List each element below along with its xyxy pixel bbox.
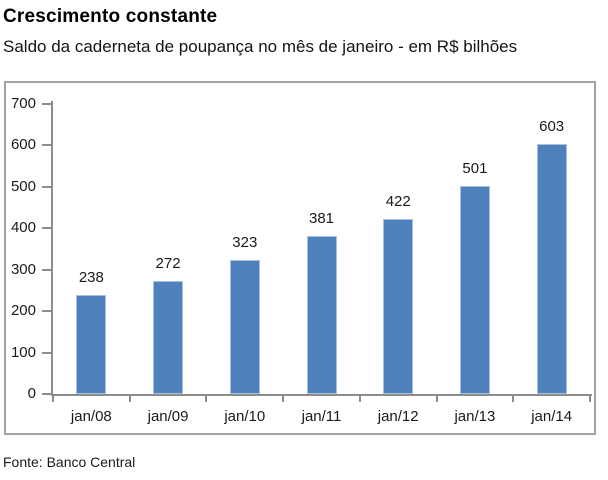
x-category-label: jan/09 xyxy=(147,408,189,425)
bar xyxy=(536,144,567,394)
bar xyxy=(383,219,414,394)
x-category-label: jan/11 xyxy=(301,408,342,425)
bar-value-label: 422 xyxy=(385,193,411,211)
y-tick-mark xyxy=(42,351,51,354)
bar xyxy=(76,295,107,394)
y-tick-mark xyxy=(42,185,51,188)
y-axis-line xyxy=(51,101,53,396)
chart-frame: 0 100 200 300 400 500 600 700 238 272 323 381 422 50… xyxy=(4,81,596,435)
y-tick-mark xyxy=(42,103,51,105)
x-tick-mark xyxy=(52,396,54,402)
x-tick-mark xyxy=(512,396,515,402)
x-category-label: jan/12 xyxy=(377,408,419,425)
bar xyxy=(229,260,260,394)
x-tick-mark xyxy=(282,396,285,402)
x-category-label: jan/08 xyxy=(70,408,112,425)
y-tick-mark xyxy=(42,227,51,230)
x-axis-line xyxy=(51,394,592,396)
x-tick-mark xyxy=(589,396,591,402)
bar xyxy=(153,281,184,394)
y-tick-label: 400 xyxy=(10,219,36,237)
y-tick-label: 200 xyxy=(10,302,36,320)
y-tick-mark xyxy=(42,393,51,395)
y-tick-label: 700 xyxy=(10,95,36,112)
bar xyxy=(306,236,337,394)
bar-value-label: 381 xyxy=(308,210,335,228)
x-tick-mark xyxy=(205,396,208,402)
page-title: Crescimento constante xyxy=(3,6,218,27)
y-tick-label: 100 xyxy=(10,343,36,361)
x-tick-mark xyxy=(128,396,131,402)
x-tick-mark xyxy=(435,396,438,402)
bar-value-label: 501 xyxy=(462,160,488,178)
y-tick-mark xyxy=(42,268,51,271)
page-subtitle: Saldo da caderneta de poupança no mês de… xyxy=(3,37,518,56)
x-category-label: jan/13 xyxy=(454,408,496,425)
x-tick-mark xyxy=(358,396,361,402)
y-tick-mark xyxy=(42,144,51,147)
bar-value-label: 272 xyxy=(155,255,181,273)
y-tick-label: 0 xyxy=(27,385,36,402)
bar xyxy=(459,186,490,394)
x-category-label: jan/10 xyxy=(224,408,266,425)
bar-value-label: 603 xyxy=(539,118,565,136)
y-tick-mark xyxy=(42,310,51,313)
bar-value-label: 323 xyxy=(232,234,258,252)
y-tick-label: 300 xyxy=(10,260,36,278)
y-tick-label: 600 xyxy=(10,136,36,154)
y-tick-label: 500 xyxy=(10,177,36,195)
source-note: Fonte: Banco Central xyxy=(3,454,136,470)
x-category-label: jan/14 xyxy=(531,408,573,425)
bar-value-label: 238 xyxy=(78,269,104,287)
